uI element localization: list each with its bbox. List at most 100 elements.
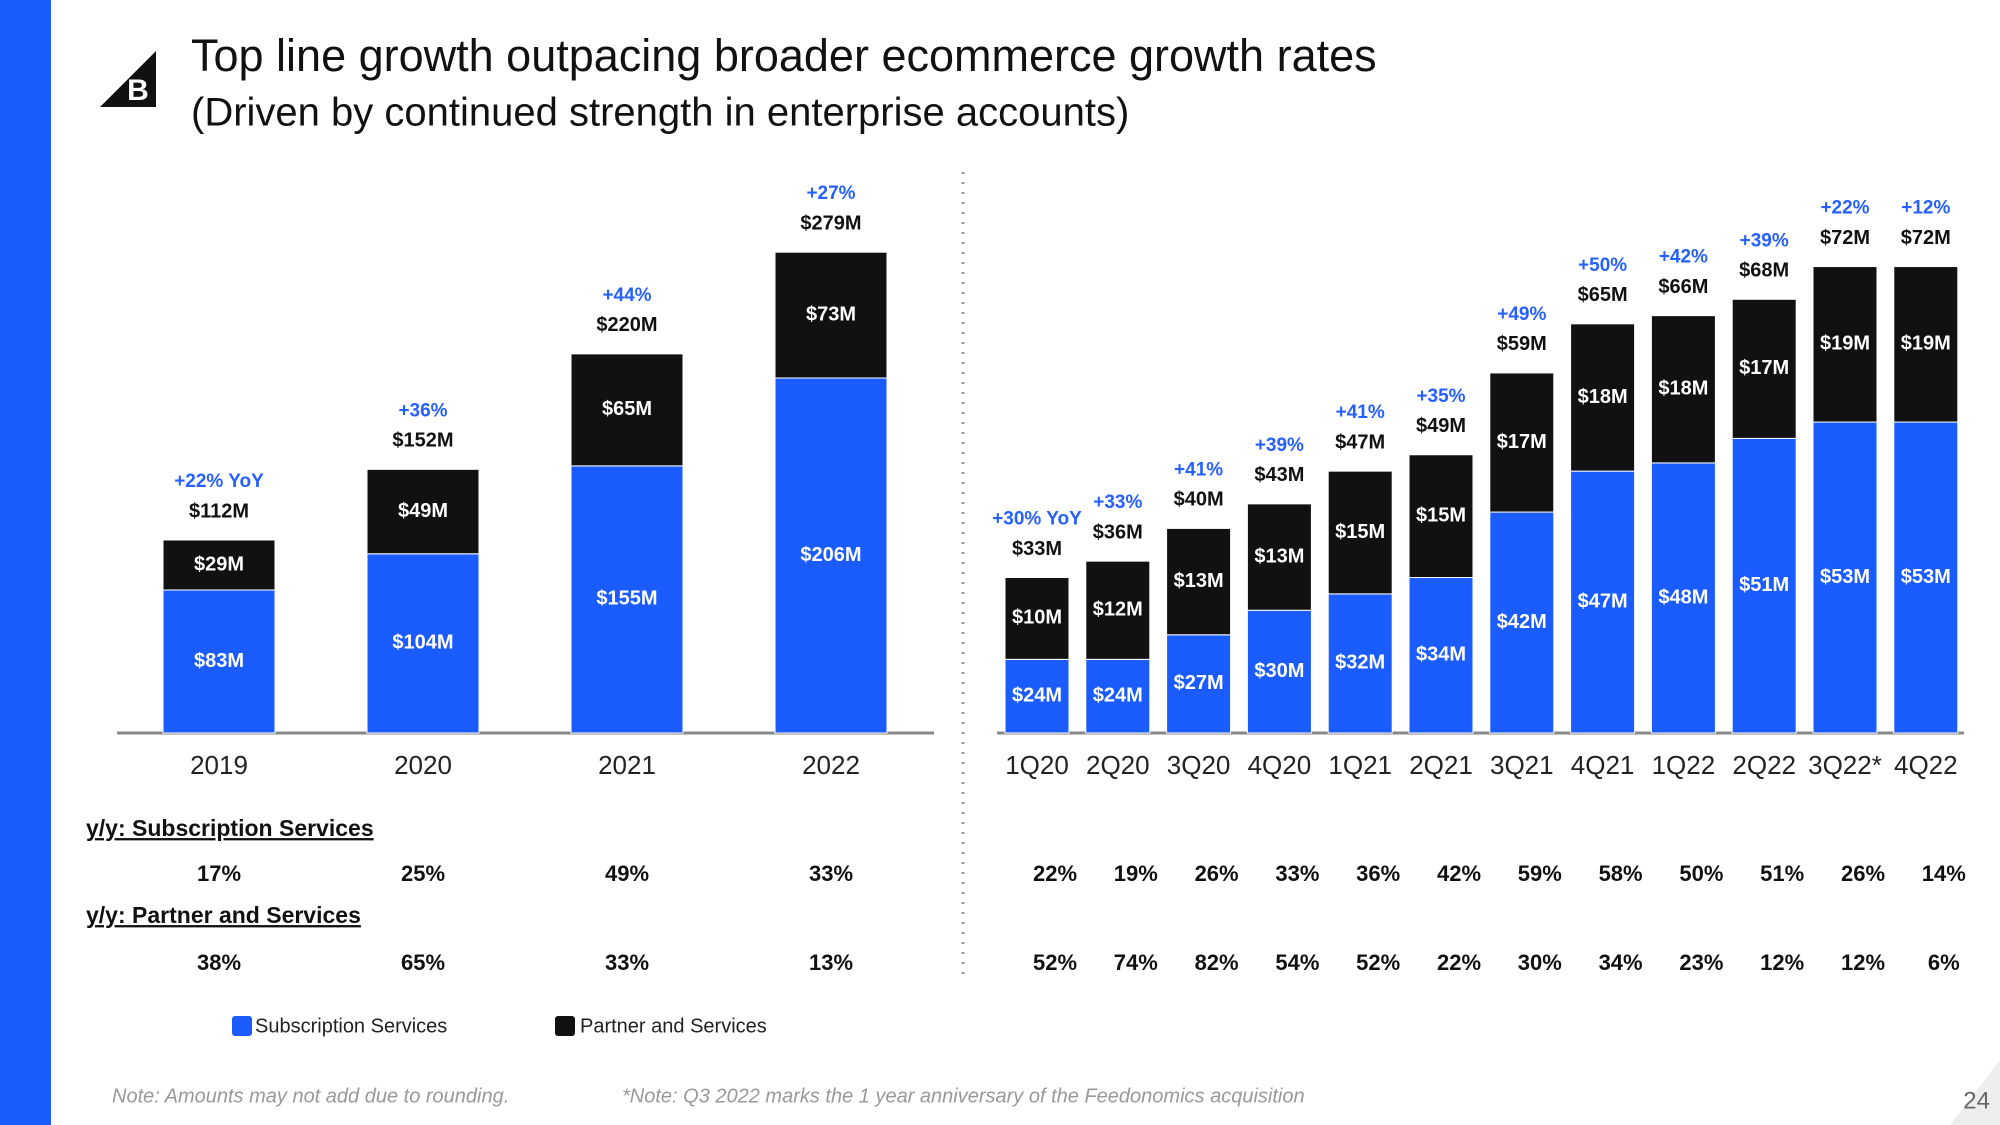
bar-segment [162, 539, 276, 591]
value-label: $29M [194, 553, 244, 575]
value-label: $42M [1497, 611, 1547, 633]
total-label: $33M [1012, 538, 1062, 560]
yoy-value: 51% [1760, 861, 1804, 886]
value-label: $206M [800, 544, 861, 566]
yoy-value: 82% [1195, 950, 1239, 975]
growth-label: +22% [1820, 198, 1869, 219]
yoy-value: 52% [1356, 950, 1400, 975]
x-tick-label: 4Q21 [1571, 750, 1635, 780]
yoy-value: 30% [1518, 950, 1562, 975]
x-tick-label: 2020 [394, 750, 452, 780]
value-label: $104M [392, 632, 453, 654]
bar-segment [774, 377, 888, 734]
value-label: $13M [1254, 545, 1304, 567]
yoy-value: 6% [1928, 950, 1960, 975]
growth-label: +50% [1578, 255, 1627, 276]
bar-segment [1246, 503, 1312, 611]
growth-label: +36% [398, 400, 447, 421]
bar-segment [1085, 560, 1151, 660]
total-label: $65M [1578, 284, 1628, 306]
bar-segment [1246, 609, 1312, 734]
yoy-value: 12% [1841, 950, 1885, 975]
bar-segment [1085, 658, 1151, 734]
x-tick-label: 3Q22* [1808, 750, 1882, 780]
value-label: $27M [1174, 672, 1224, 694]
yoy-value: 36% [1356, 861, 1400, 886]
yoy-value: 22% [1033, 861, 1077, 886]
bar-segment [1731, 298, 1797, 439]
legend-label: Subscription Services [255, 1015, 447, 1037]
total-label: $152M [392, 430, 453, 452]
logo [100, 51, 156, 107]
yoy-value: 74% [1114, 950, 1158, 975]
total-label: $36M [1093, 521, 1143, 543]
x-tick-label: 2022 [802, 750, 860, 780]
bar-segment [1327, 593, 1393, 734]
page-number: 24 [1963, 1087, 1990, 1114]
corner [1950, 1060, 2000, 1125]
yoy-value: 34% [1599, 950, 1643, 975]
value-label: $47M [1578, 590, 1628, 612]
value-label: $48M [1658, 586, 1708, 608]
x-tick-label: 2Q22 [1732, 750, 1796, 780]
total-label: $279M [800, 212, 861, 234]
bar-segment [1327, 470, 1393, 595]
row-label: y/y: Subscription Services [86, 815, 374, 841]
value-label: $32M [1335, 652, 1385, 674]
growth-label: +41% [1174, 459, 1223, 480]
yoy-value: 49% [605, 861, 649, 886]
side-bar [0, 0, 51, 1125]
bar-segment [1893, 421, 1959, 734]
yoy-value: 50% [1679, 861, 1723, 886]
yoy-value: 33% [1275, 861, 1319, 886]
x-tick-label: 1Q22 [1652, 750, 1716, 780]
value-label: $24M [1012, 684, 1062, 706]
yoy-value: 14% [1922, 861, 1966, 886]
yoy-value: 52% [1033, 950, 1077, 975]
bar-segment [1650, 462, 1716, 734]
bar-segment [366, 553, 480, 734]
total-label: $220M [596, 314, 657, 336]
legend-swatch [555, 1016, 575, 1036]
growth-label: +30% YoY [992, 509, 1082, 530]
bar-segment [1004, 658, 1070, 734]
yoy-value: 42% [1437, 861, 1481, 886]
bar-segment [1812, 421, 1878, 734]
x-tick-label: 1Q20 [1005, 750, 1069, 780]
total-label: $43M [1254, 464, 1304, 486]
bar-segment [1570, 323, 1636, 472]
growth-label: +39% [1740, 230, 1789, 251]
total-label: $72M [1901, 227, 1951, 249]
legend-label: Partner and Services [580, 1015, 767, 1037]
legend-swatch [232, 1016, 252, 1036]
value-label: $10M [1012, 607, 1062, 629]
total-label: $72M [1820, 227, 1870, 249]
bar-segment [1893, 266, 1959, 423]
value-label: $17M [1497, 431, 1547, 453]
yoy-value: 33% [809, 861, 853, 886]
total-label: $47M [1335, 431, 1385, 453]
yoy-value: 59% [1518, 861, 1562, 886]
x-tick-label: 4Q20 [1248, 750, 1312, 780]
value-label: $15M [1416, 504, 1466, 526]
yoy-value: 19% [1114, 861, 1158, 886]
x-tick-label: 3Q20 [1167, 750, 1231, 780]
x-tick-label: 2021 [598, 750, 656, 780]
bar-segment [1004, 577, 1070, 660]
yoy-value: 13% [809, 950, 853, 975]
total-label: $49M [1416, 415, 1466, 437]
total-label: $112M [189, 500, 249, 522]
value-label: $24M [1093, 684, 1143, 706]
bar-segment [1166, 527, 1232, 636]
growth-label: +42% [1659, 247, 1708, 268]
yoy-value: 23% [1679, 950, 1723, 975]
bar-segment [162, 589, 276, 734]
bar-segment [1570, 470, 1636, 734]
value-label: $155M [596, 588, 657, 610]
bar-segment [1812, 266, 1878, 423]
note: *Note: Q3 2022 marks the 1 year annivers… [622, 1085, 1305, 1107]
x-tick-label: 4Q22 [1894, 750, 1958, 780]
growth-label: +22% YoY [174, 471, 264, 492]
note: Note: Amounts may not add due to roundin… [112, 1085, 509, 1107]
